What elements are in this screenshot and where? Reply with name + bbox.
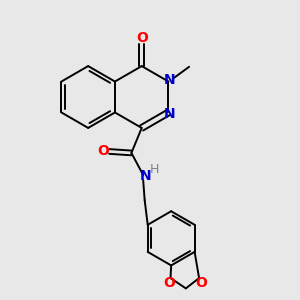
Text: O: O	[136, 31, 148, 44]
Text: N: N	[164, 107, 176, 121]
Text: O: O	[163, 276, 175, 290]
Text: O: O	[196, 276, 207, 290]
Text: N: N	[140, 169, 152, 183]
Text: N: N	[164, 73, 176, 87]
Text: H: H	[150, 163, 159, 176]
Text: O: O	[97, 145, 109, 158]
